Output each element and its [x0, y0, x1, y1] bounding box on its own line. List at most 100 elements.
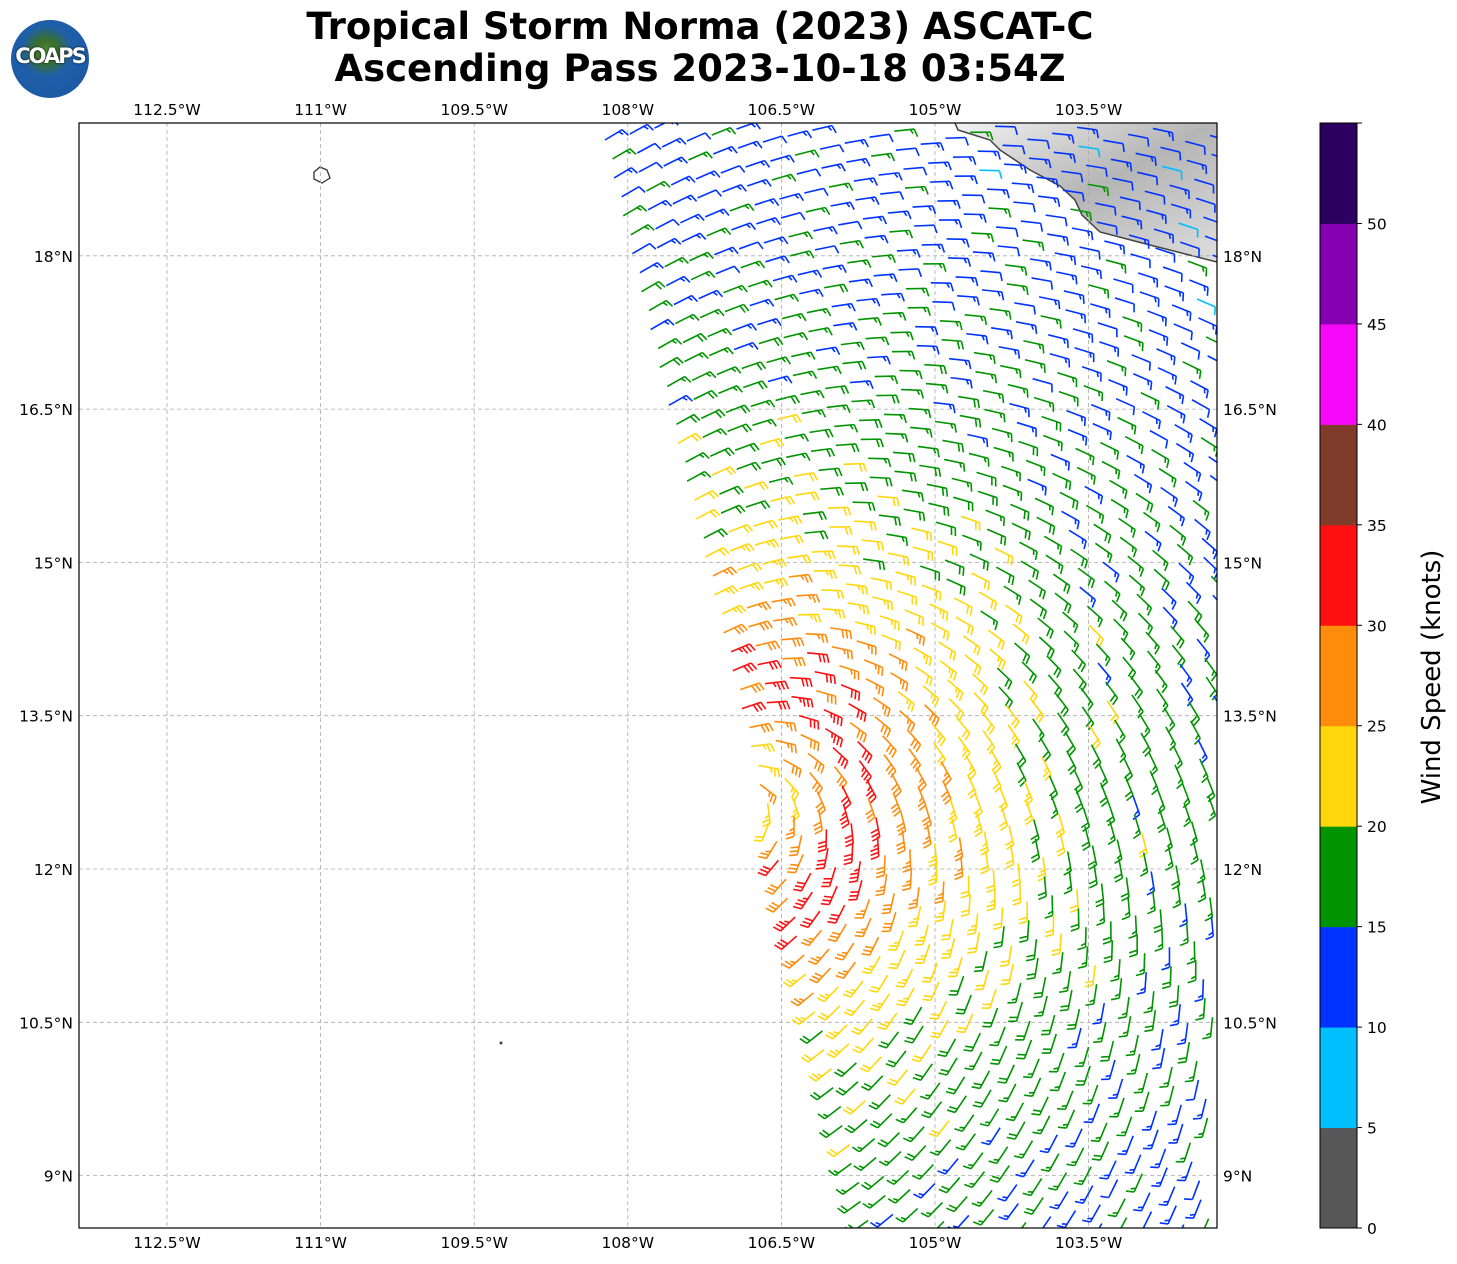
barb-feather — [770, 418, 777, 427]
barb-staff — [1039, 737, 1052, 756]
barb-staff — [911, 1025, 924, 1044]
barb-feather — [1213, 306, 1217, 316]
barb-feather — [813, 1091, 821, 1098]
barb-staff — [1171, 304, 1192, 314]
barb-feather — [1118, 736, 1126, 744]
barb-staff — [684, 351, 703, 363]
barb-staff — [682, 332, 702, 344]
barb-feather — [964, 360, 968, 366]
barb-feather — [856, 729, 861, 738]
barb-feather — [1099, 1176, 1108, 1180]
barb-feather — [829, 917, 838, 921]
colorbar-tick-label: 50 — [1367, 215, 1387, 233]
lat-tick-label: 10.5°N — [1223, 1014, 1277, 1032]
wind-barb — [1166, 405, 1186, 424]
wind-barb — [1019, 541, 1038, 561]
wind-barb — [1040, 1014, 1056, 1036]
barb-feather — [829, 674, 833, 684]
barb-feather — [974, 418, 978, 427]
wind-barb — [719, 485, 744, 495]
barb-feather — [948, 667, 951, 674]
wind-barb — [1033, 396, 1055, 412]
barb-feather — [814, 829, 823, 835]
barb-feather — [1159, 1085, 1168, 1088]
barb-feather — [918, 777, 923, 783]
barb-staff — [980, 1089, 992, 1108]
barb-staff — [842, 1081, 859, 1096]
barb-feather — [1038, 731, 1043, 737]
barb-feather — [1123, 632, 1129, 642]
wind-barb — [1147, 890, 1156, 915]
wind-barb — [788, 835, 803, 857]
barb-staff — [1131, 354, 1151, 364]
barb-staff — [1038, 1096, 1049, 1116]
wind-barb — [948, 975, 965, 996]
barb-staff — [987, 629, 1005, 643]
barb-feather — [684, 376, 692, 383]
barb-feather — [877, 685, 881, 695]
barb-feather — [759, 361, 767, 370]
wind-barb — [800, 1049, 825, 1063]
barb-staff — [1156, 789, 1166, 809]
barb-staff — [950, 376, 971, 381]
barb-feather — [1210, 811, 1215, 817]
barb-feather — [1103, 288, 1107, 295]
barb-feather — [1192, 855, 1198, 861]
barb-feather — [1062, 236, 1066, 242]
barb-feather — [979, 865, 989, 871]
barb-feather — [1026, 184, 1031, 190]
barb-staff — [896, 949, 906, 969]
barb-feather — [993, 945, 1002, 949]
barb-feather — [1060, 1005, 1069, 1008]
barb-feather — [1097, 149, 1101, 158]
barb-feather — [1171, 601, 1177, 611]
barb-feather — [887, 254, 892, 261]
barb-feather — [1070, 927, 1080, 932]
barb-feather — [976, 647, 981, 656]
barb-feather — [1057, 851, 1066, 857]
barb-feather — [897, 981, 906, 985]
barb-staff — [1125, 997, 1130, 1018]
barb-feather — [1194, 998, 1203, 1003]
barb-feather — [707, 251, 714, 260]
barb-staff — [856, 1219, 869, 1228]
barb-feather — [827, 550, 832, 560]
barb-staff — [1130, 253, 1151, 261]
barb-feather — [934, 915, 944, 919]
barb-staff — [951, 477, 972, 485]
wind-barb — [782, 758, 802, 778]
barb-feather — [905, 331, 910, 338]
wind-barb — [1025, 939, 1038, 962]
barb-staff — [1172, 745, 1183, 765]
barb-staff — [800, 872, 812, 892]
wind-barb — [1085, 164, 1108, 177]
barb-feather — [1053, 686, 1060, 695]
barb-feather — [957, 1026, 967, 1030]
wind-barb — [1029, 258, 1052, 271]
barb-feather — [857, 585, 861, 591]
barb-staff — [1137, 612, 1153, 629]
barb-feather — [817, 844, 827, 849]
barb-feather — [890, 619, 894, 625]
barb-feather — [836, 366, 842, 375]
barb-feather — [1180, 518, 1186, 527]
barb-staff — [1018, 440, 1038, 449]
barb-feather — [1143, 730, 1151, 738]
wind-barb — [1212, 254, 1217, 258]
barb-feather — [1035, 571, 1040, 580]
barb-feather — [1043, 766, 1049, 773]
barb-feather — [849, 201, 855, 211]
wind-barb — [800, 929, 823, 947]
barb-feather — [868, 278, 873, 288]
barb-feather — [848, 182, 854, 191]
barb-staff — [910, 1006, 923, 1025]
wind-barb — [1103, 139, 1125, 153]
wind-barb — [1015, 1039, 1033, 1060]
barb-feather — [1161, 682, 1166, 688]
lat-tick-label: 12°N — [1223, 861, 1262, 879]
wind-barb — [1029, 598, 1048, 620]
barb-feather — [1073, 641, 1077, 648]
barb-feather — [971, 924, 977, 928]
barb-feather — [971, 1202, 980, 1208]
barb-feather — [954, 871, 963, 877]
